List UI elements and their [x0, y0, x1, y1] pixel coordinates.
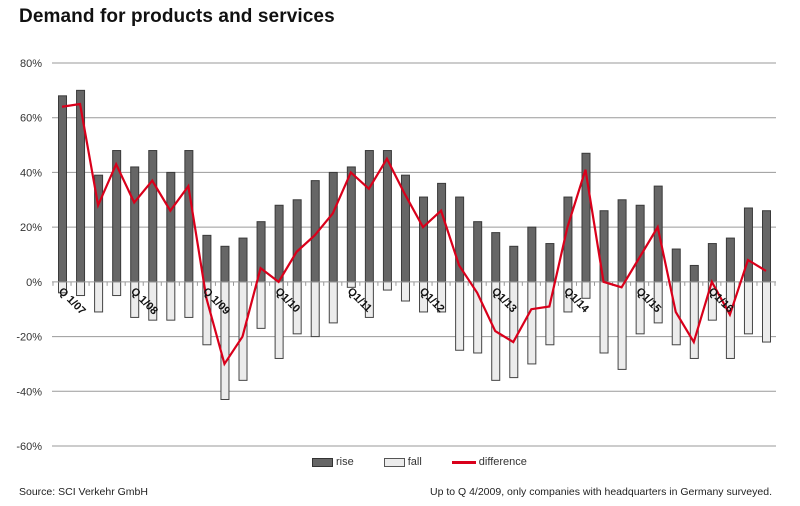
rise-bar: [238, 237, 248, 283]
fall-bar: [455, 281, 465, 351]
rise-bar: [671, 248, 681, 283]
fall-bar: [527, 281, 537, 365]
rise-bars: [58, 89, 771, 283]
rise-bar: [274, 204, 284, 283]
legend-label-rise: rise: [336, 456, 354, 468]
rise-bar: [527, 226, 537, 283]
rise-bar: [509, 245, 519, 283]
rise-bar: [707, 243, 717, 283]
legend-item-fall: fall: [383, 456, 422, 468]
chart-title: Demand for products and services: [19, 6, 335, 27]
rise-bar: [437, 182, 447, 283]
rise-bar: [743, 207, 753, 283]
rise-bar: [545, 243, 555, 283]
fall-swatch: [383, 457, 405, 467]
fall-bar: [599, 281, 609, 354]
fall-bar: [689, 281, 699, 359]
y-tick-label: 60%: [20, 113, 42, 125]
rise-bar: [725, 237, 735, 283]
rise-swatch: [312, 457, 333, 467]
fall-bar: [112, 281, 122, 297]
rise-bar: [58, 95, 67, 283]
fall-bar: [94, 281, 104, 313]
rise-bar: [184, 150, 194, 283]
fall-bar: [328, 281, 338, 324]
rise-bar: [491, 232, 501, 283]
fall-bar: [725, 281, 735, 359]
rise-bar: [762, 210, 771, 283]
fall-bar: [184, 281, 194, 318]
footnote: Up to Q 4/2009, only companies with head…: [429, 486, 772, 498]
legend-label-difference: difference: [478, 456, 527, 468]
rise-bar: [617, 199, 627, 283]
rise-bar: [220, 245, 230, 283]
fall-bar: [509, 281, 519, 379]
fall-bar: [76, 281, 86, 297]
fall-bars: [58, 281, 771, 400]
legend: rise fall difference: [312, 456, 557, 468]
rise-bar: [382, 150, 392, 283]
y-axis-labels: 80% 60% 40% 20% 0% -20% -40% -60%: [16, 58, 42, 453]
legend-item-rise: rise: [312, 456, 354, 468]
difference-series-line: [61, 102, 767, 367]
rise-bar: [166, 171, 176, 283]
y-tick-label: -40%: [16, 386, 42, 398]
difference-swatch: [451, 460, 476, 464]
rise-bar: [346, 166, 356, 283]
grid-lines: [52, 62, 776, 447]
rise-bar: [635, 204, 645, 283]
source-note: Source: SCI Verkehr GmbH: [19, 486, 148, 498]
fall-bar: [617, 281, 627, 370]
rise-bar: [364, 150, 374, 283]
y-tick-label: 20%: [20, 222, 42, 234]
y-tick-label: 80%: [20, 58, 42, 70]
fall-bar: [762, 281, 771, 343]
y-tick-label: 0%: [26, 277, 42, 289]
rise-bar: [473, 221, 483, 283]
fall-bar: [743, 281, 753, 335]
rise-bar: [130, 166, 140, 283]
rise-bar: [689, 264, 699, 283]
fall-bar: [310, 281, 320, 338]
zero-axis: [52, 281, 776, 286]
rise-bar: [328, 171, 338, 283]
fall-bar: [256, 281, 266, 329]
x-axis-labels: Q 1/07 Q 1/08 Q 1/09 Q1/10 Q1/11 Q1/12 Q1/13 Q1…: [56, 285, 736, 317]
difference-line: [61, 102, 767, 367]
y-tick-label: -20%: [16, 332, 42, 344]
rise-bar: [148, 150, 158, 283]
fall-bar: [166, 281, 176, 321]
rise-bar: [292, 199, 302, 283]
legend-label-fall: fall: [407, 456, 422, 468]
y-tick-label: -60%: [16, 441, 42, 453]
fall-bar: [581, 281, 591, 299]
rise-bar: [419, 196, 429, 283]
legend-item-difference: difference: [451, 456, 527, 468]
fall-bar: [400, 281, 410, 302]
y-tick-label: 40%: [20, 167, 42, 179]
rise-bar: [202, 234, 212, 283]
fall-bar: [382, 281, 392, 291]
